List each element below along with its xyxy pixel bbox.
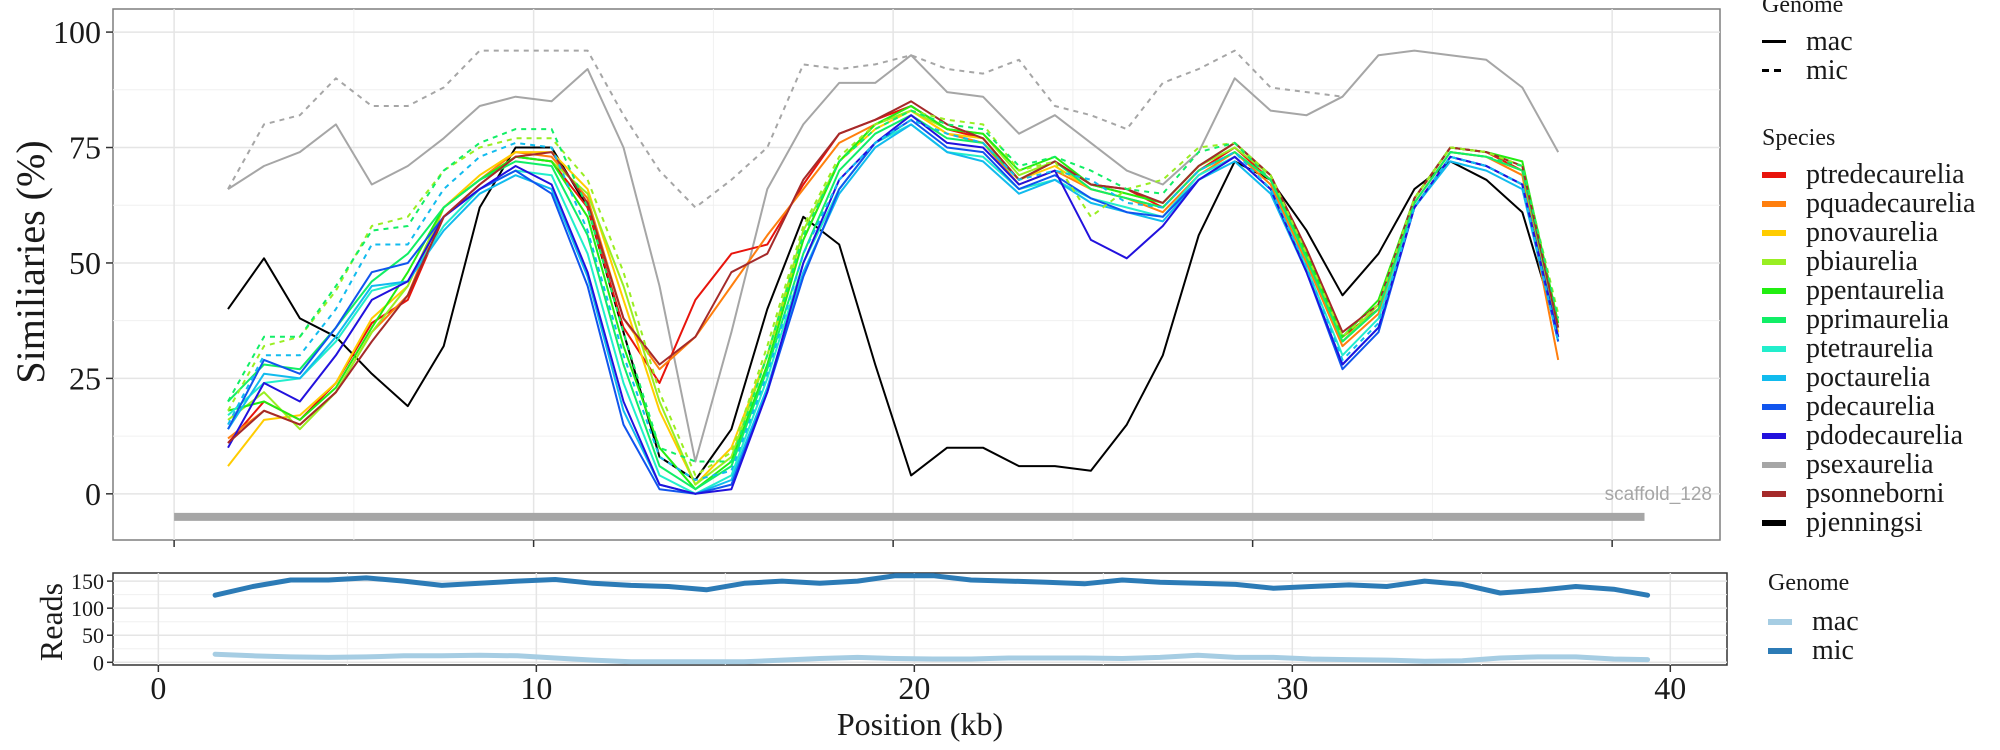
species-legend: Species ptredecaurelia pquadecaurelia pnov… [1762, 125, 1976, 538]
x-tick-label: 30 [1276, 670, 1308, 706]
legend-item-pnovaurelia: pnovaurelia [1762, 216, 1975, 248]
y-tick-label: 75 [69, 130, 101, 166]
color-swatch-icon [1762, 258, 1786, 265]
series-line-ptetraurelia-mac [227, 123, 1560, 495]
reads-legend: Genome mac mic [1768, 570, 1859, 666]
legend-label: pnovaurelia [1806, 216, 1939, 248]
legend-label: pdecaurelia [1806, 390, 1936, 422]
series-line-pprimaurelia-mic [227, 109, 1560, 463]
color-swatch-icon [1768, 647, 1792, 654]
legend-label: mac [1806, 25, 1853, 57]
legend-item-pprimaurelia: pprimaurelia [1762, 303, 1975, 335]
reads-line-mic [212, 573, 1651, 598]
series-line-pbiaurelia-mic [227, 109, 1560, 477]
legend-item-psexaurelia: psexaurelia [1762, 448, 1975, 480]
legend-item-mic: mic [1762, 54, 1853, 86]
x-tick-label: 10 [520, 670, 552, 706]
color-swatch-icon [1762, 316, 1786, 323]
reads-plot-area [112, 572, 1728, 666]
legend-item-pdecaurelia: pdecaurelia [1762, 390, 1975, 422]
color-swatch-icon [1762, 345, 1786, 352]
similarity-gridlines [113, 9, 1720, 540]
series-line-pjenningsi-mac [227, 146, 1560, 481]
similarity-panel: 0 25 50 75 100 scaffold_128 Similiaries (%) [8, 8, 1721, 547]
legend-item-ptetraurelia: ptetraurelia [1762, 332, 1975, 364]
color-swatch-icon [1762, 374, 1786, 381]
legend-label: mic [1806, 54, 1848, 86]
y-tick-label: 100 [71, 596, 104, 621]
legend-item-ppentaurelia: ppentaurelia [1762, 274, 1975, 306]
legend-label: pdodecaurelia [1806, 419, 1964, 451]
color-swatch-icon [1762, 461, 1786, 468]
legend-label: psonneborni [1806, 477, 1945, 509]
genome-legend-title: Genome [1762, 0, 1844, 18]
legend-label: mic [1812, 634, 1854, 666]
y-tick-label: 25 [69, 360, 101, 396]
reads-x-ticks: 0 10 20 30 40 [150, 665, 1686, 706]
legend-label: pbiaurelia [1806, 245, 1918, 277]
y-tick-label: 100 [53, 14, 101, 50]
species-legend-title: Species [1762, 125, 1836, 151]
legend-label: poctaurelia [1806, 361, 1931, 393]
similarity-lines [227, 49, 1560, 495]
color-swatch-icon [1768, 618, 1792, 625]
series-line-psonneborni-mac [227, 100, 1560, 444]
legend-label: ppentaurelia [1806, 274, 1945, 306]
legend-item-pbiaurelia: pbiaurelia [1762, 245, 1975, 277]
x-axis-label: Position (kb) [837, 706, 1003, 742]
y-tick-label: 0 [85, 476, 101, 512]
y-tick-label: 150 [71, 569, 104, 594]
legend-label: ptetraurelia [1806, 332, 1934, 364]
y-tick-label: 0 [93, 650, 104, 675]
similarity-x-ticks [173, 540, 1613, 547]
legend-item-pdodecaurelia: pdodecaurelia [1762, 419, 1975, 451]
color-swatch-icon [1762, 519, 1786, 526]
reads-legend-title: Genome [1768, 570, 1850, 596]
legend-item-pjenningsi: pjenningsi [1762, 506, 1975, 538]
color-swatch-icon [1762, 171, 1786, 178]
genome-legend: Genome mac mic [1762, 0, 1853, 86]
legend-label: pquadecaurelia [1806, 187, 1976, 219]
series-line-psexaurelia-mic [227, 49, 1343, 209]
color-swatch-icon [1762, 200, 1786, 207]
legend-item-mac: mac [1762, 25, 1853, 57]
x-tick-label: 0 [150, 670, 166, 706]
similarity-y-axis-label: Similiaries (%) [8, 140, 53, 383]
legend-item-pquadecaurelia: pquadecaurelia [1762, 187, 1976, 219]
reads-legend-item-mic: mic [1768, 634, 1859, 666]
color-swatch-icon [1762, 229, 1786, 236]
legend-item-ptredecaurelia: ptredecaurelia [1762, 158, 1975, 190]
series-line-poctaurelia-mic [227, 118, 1560, 481]
legend-item-poctaurelia: poctaurelia [1762, 361, 1975, 393]
scaffold-label: scaffold_128 [1605, 484, 1712, 505]
legend-label: pjenningsi [1806, 506, 1923, 538]
legend-label: psexaurelia [1806, 448, 1934, 480]
similarity-y-ticks: 0 25 50 75 100 [53, 14, 113, 512]
color-swatch-icon [1762, 432, 1786, 439]
y-tick-label: 50 [82, 623, 104, 648]
legend-label: mac [1812, 605, 1859, 637]
series-line-psexaurelia-mac [227, 49, 1560, 463]
y-tick-label: 50 [69, 245, 101, 281]
color-swatch-icon [1762, 403, 1786, 410]
solid-line-icon [1762, 40, 1786, 43]
x-tick-label: 40 [1654, 670, 1686, 706]
reads-y-axis-label: Reads [33, 583, 69, 661]
color-swatch-icon [1762, 490, 1786, 497]
color-swatch-icon [1762, 287, 1786, 294]
legend-label: pprimaurelia [1806, 303, 1950, 335]
reads-lines [212, 573, 1651, 665]
legend-item-psonneborni: psonneborni [1762, 477, 1975, 509]
reads-line-mac [212, 651, 1651, 665]
legend-label: ptredecaurelia [1806, 158, 1965, 190]
x-tick-label: 20 [898, 670, 930, 706]
dashed-line-icon [1762, 69, 1786, 72]
reads-legend-item-mac: mac [1768, 605, 1859, 637]
